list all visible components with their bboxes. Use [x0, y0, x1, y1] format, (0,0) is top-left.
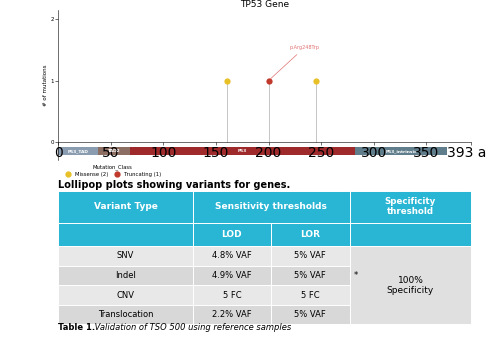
Text: Translocation: Translocation	[98, 310, 153, 319]
Text: 2.2% VAF: 2.2% VAF	[212, 310, 252, 319]
Text: SNV: SNV	[117, 251, 134, 261]
Text: Variant Type: Variant Type	[93, 202, 157, 211]
Text: 4.9% VAF: 4.9% VAF	[212, 271, 252, 280]
Bar	[58, 285, 192, 305]
Text: Indel: Indel	[115, 271, 136, 280]
Bar	[98, 147, 130, 155]
Bar	[58, 223, 192, 246]
Text: *: *	[354, 272, 358, 280]
Y-axis label: # of mutations: # of mutations	[43, 64, 48, 106]
Bar	[192, 223, 271, 246]
Text: Lollipop plots showing variants for genes.: Lollipop plots showing variants for gene…	[58, 180, 291, 190]
Bar	[192, 285, 271, 305]
Bar	[192, 190, 349, 223]
Bar	[58, 246, 192, 266]
Text: LOD: LOD	[222, 230, 242, 239]
Bar	[271, 266, 349, 285]
Text: Validation of TSO 500 using reference samples: Validation of TSO 500 using reference sa…	[92, 323, 292, 332]
Text: P53_intrinsic: P53_intrinsic	[385, 149, 417, 153]
Legend: Missense (2), Truncating (1): Missense (2), Truncating (1)	[61, 162, 163, 180]
Bar	[271, 285, 349, 305]
Text: 5% VAF: 5% VAF	[295, 310, 326, 319]
Text: P53: P53	[238, 149, 247, 153]
Text: CNV: CNV	[117, 291, 135, 300]
Text: Sensitivity thresholds: Sensitivity thresholds	[215, 202, 327, 211]
Text: LOR: LOR	[300, 230, 320, 239]
Bar	[355, 147, 447, 155]
Bar	[271, 305, 349, 325]
Text: Table 1.: Table 1.	[58, 323, 95, 332]
Bar	[349, 246, 471, 325]
Bar	[58, 147, 98, 155]
Text: 5 FC: 5 FC	[301, 291, 320, 300]
Text: 100%
Specificity: 100% Specificity	[387, 276, 434, 295]
Text: 4.8% VAF: 4.8% VAF	[212, 251, 252, 261]
Bar	[271, 223, 349, 246]
Text: TAD2: TAD2	[108, 149, 121, 153]
Text: p.Arg248Trp: p.Arg248Trp	[271, 45, 320, 79]
Bar	[58, 266, 192, 285]
Bar	[192, 305, 271, 325]
Bar	[192, 266, 271, 285]
Text: 5% VAF: 5% VAF	[295, 251, 326, 261]
Bar	[58, 190, 192, 223]
Text: 5% VAF: 5% VAF	[295, 271, 326, 280]
Bar	[349, 223, 471, 246]
Bar	[58, 305, 192, 325]
Text: 5 FC: 5 FC	[223, 291, 241, 300]
Bar	[130, 147, 355, 155]
Text: Specificity
threshold: Specificity threshold	[385, 197, 436, 216]
Bar	[349, 190, 471, 223]
Title: TP53 Gene: TP53 Gene	[240, 0, 290, 10]
Bar	[192, 246, 271, 266]
Text: P53_TAD: P53_TAD	[68, 149, 89, 153]
Bar	[271, 246, 349, 266]
